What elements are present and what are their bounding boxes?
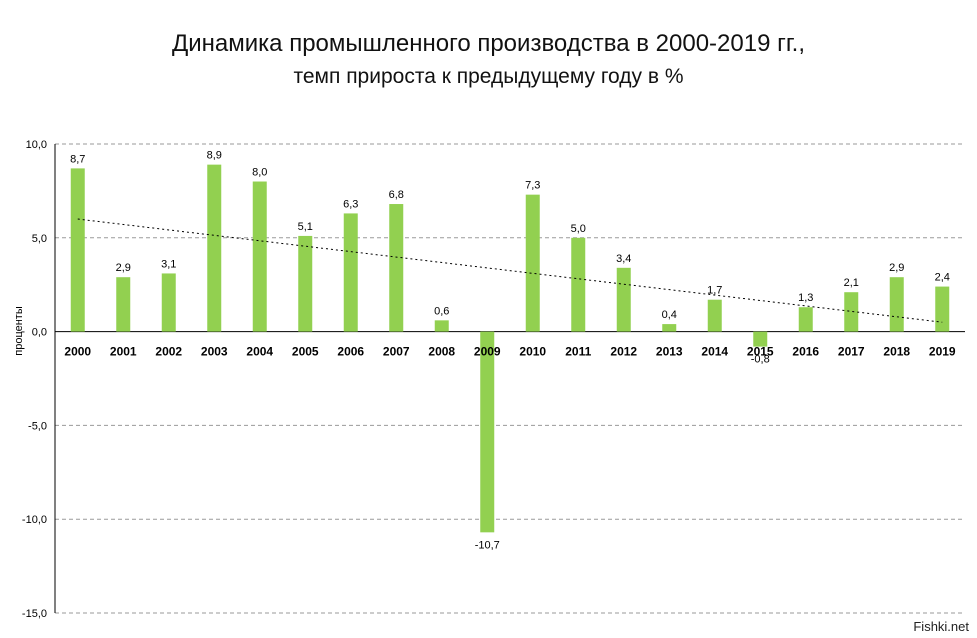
bar — [753, 331, 768, 347]
data-label: 2,1 — [844, 277, 859, 289]
bar — [707, 299, 722, 332]
bar — [480, 331, 495, 533]
bar — [798, 307, 813, 332]
data-label: -0,8 — [751, 354, 770, 366]
x-tick-label: 2001 — [110, 345, 137, 359]
bar — [116, 277, 131, 332]
data-label: 2,9 — [889, 262, 904, 274]
x-tick-label: 2009 — [474, 345, 501, 359]
x-tick-label: 2010 — [519, 345, 546, 359]
x-tick-label: 2005 — [292, 345, 319, 359]
x-tick-label: 2012 — [610, 345, 637, 359]
data-label: 3,1 — [161, 258, 176, 270]
x-tick-label: 2017 — [838, 345, 865, 359]
bar — [525, 194, 540, 332]
bar — [161, 273, 176, 332]
x-tick-label: 2019 — [929, 345, 956, 359]
x-tick-label: 2004 — [246, 345, 273, 359]
data-label: 5,1 — [298, 221, 313, 233]
bar — [70, 168, 85, 332]
bar — [298, 235, 313, 332]
data-label: 0,4 — [662, 309, 677, 321]
data-label: 1,3 — [798, 292, 813, 304]
bar — [434, 320, 449, 332]
trendline — [77, 218, 943, 323]
data-label: 2,9 — [116, 262, 131, 274]
x-tick-label: 2000 — [64, 345, 91, 359]
bar — [252, 181, 267, 332]
data-label: 6,8 — [389, 189, 404, 201]
data-label: 3,4 — [616, 253, 631, 265]
data-label: 8,7 — [70, 153, 85, 165]
y-tick-label: -5,0 — [28, 420, 47, 432]
x-tick-label: 2011 — [565, 345, 591, 359]
x-tick-label: 2003 — [201, 345, 228, 359]
x-tick-label: 2008 — [428, 345, 455, 359]
x-tick-label: 2007 — [383, 345, 410, 359]
bar — [207, 164, 222, 332]
bar — [389, 204, 404, 332]
chart-title: Динамика промышленного производства в 20… — [171, 30, 806, 57]
data-label: -10,7 — [475, 539, 500, 551]
data-label: 7,3 — [525, 180, 540, 192]
y-tick-label: 5,0 — [32, 233, 47, 245]
data-label: 5,0 — [571, 223, 586, 235]
bar — [662, 324, 677, 332]
bar — [889, 277, 904, 332]
x-tick-label: 2006 — [337, 345, 364, 359]
bar — [844, 292, 859, 332]
x-tick-label: 2016 — [792, 345, 819, 359]
watermark: Fishki.net — [913, 619, 969, 634]
x-tick-label: 2018 — [883, 345, 910, 359]
data-label: 0,6 — [434, 305, 449, 317]
y-axis-label: проценты — [13, 306, 25, 356]
y-tick-label: 0,0 — [32, 327, 47, 339]
data-label: 1,7 — [707, 285, 722, 297]
data-label: 6,3 — [343, 198, 358, 210]
y-tick-label: -10,0 — [22, 514, 47, 526]
bar — [343, 213, 358, 332]
x-tick-label: 2013 — [656, 345, 683, 359]
y-tick-label: 10,0 — [26, 139, 47, 151]
chart-subtitle: темп прироста к предыдущему году в % — [293, 65, 684, 88]
data-label: 8,0 — [252, 167, 267, 179]
y-tick-label: -15,0 — [22, 608, 47, 620]
bar — [935, 286, 950, 332]
bar — [571, 237, 586, 332]
data-label: 8,9 — [207, 150, 222, 162]
x-tick-label: 2002 — [155, 345, 182, 359]
x-tick-label: 2015 — [747, 345, 774, 359]
x-tick-label: 2014 — [701, 345, 728, 359]
bar — [616, 267, 631, 332]
data-label: 2,4 — [935, 272, 950, 284]
